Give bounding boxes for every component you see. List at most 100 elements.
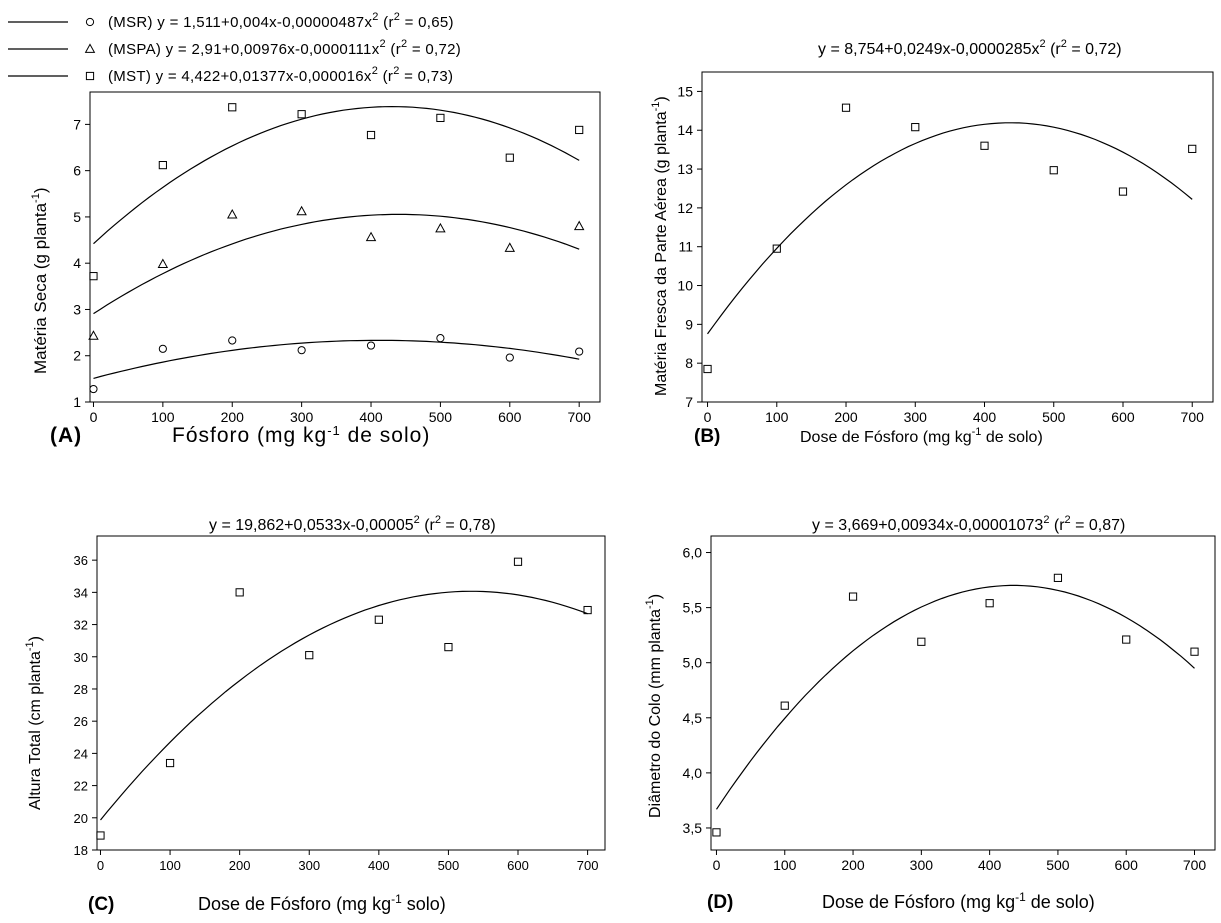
legend-r: (r: [378, 68, 393, 85]
x-tick-label: 600: [507, 858, 529, 873]
series-msr: [89, 334, 584, 394]
legend-marker: [84, 43, 96, 53]
x-tick-label: 700: [1183, 857, 1207, 873]
legend-equation: y = 1,511+0,004x-0,00000487x: [157, 14, 372, 31]
fit-curve: [707, 122, 1193, 335]
regression-equation-r-sq: 2: [435, 514, 441, 526]
legend-sq: 2: [380, 38, 386, 50]
plot-frame: [701, 71, 1214, 403]
regression-equation-r: (r: [1049, 517, 1065, 534]
panel-c: 0 100 200 300 400 500 600 700182022242628303234…: [24, 514, 606, 915]
x-tick-label: 300: [290, 409, 314, 425]
data-point: [911, 123, 920, 132]
x-tick-label: 0: [97, 858, 104, 873]
x-axis-title-main: Fósforo (mg kg: [172, 424, 327, 447]
y-tick-label: 5: [73, 209, 81, 225]
data-point: [703, 364, 712, 374]
y-tick-label: 7: [685, 394, 693, 410]
legend-r-sq: 2: [394, 11, 400, 23]
y-axis-title-main: Matéria Fresca da Parte Aérea (g planta: [653, 111, 670, 396]
legend-name: (MST): [108, 68, 151, 85]
y-axis-title-tail: ): [31, 188, 50, 194]
regression-equation: y = 19,862+0,0533x-0,000052 (r2 = 0,78): [209, 514, 496, 534]
panel-d: 0 100 200 300 400 500 600 700 3,5 4,0 4,5 5,0 5,5 6,0…: [644, 514, 1216, 913]
series-mst: [89, 103, 584, 281]
y-axis-title: Matéria Seca (g planta-1): [30, 188, 50, 375]
y-tick-label: 4,0: [683, 765, 703, 781]
x-tick-label: 100: [151, 409, 175, 425]
y-tick-label: 10: [677, 278, 693, 294]
data-point: [228, 103, 237, 112]
x-axis-title-sup: -1: [1015, 890, 1026, 904]
data-point: [780, 701, 789, 710]
y-tick-label: 30: [74, 650, 88, 665]
y-axis-title-sup: -1: [650, 102, 662, 112]
x-tick-label: 700: [568, 409, 592, 425]
panel-label: (C): [88, 894, 114, 915]
x-tick-label: 300: [904, 409, 928, 425]
data-point: [297, 110, 306, 119]
data-point: [365, 231, 377, 242]
y-tick-label: 3,5: [683, 820, 703, 836]
data-point: [435, 222, 446, 233]
x-axis-title-main: Dose de Fósforo (mg kg: [800, 429, 972, 446]
data-point: [1049, 166, 1058, 175]
regression-equation-close: = 0,72): [1067, 41, 1122, 58]
regression-equation-r-sq: 2: [1061, 38, 1067, 50]
legend-entry: (MSPA) y = 2,91+0,00976x-0,0000111x2 (r2…: [108, 38, 461, 58]
data-point: [505, 153, 514, 162]
y-axis-title-tail: ): [653, 96, 670, 101]
regression-equation: y = 8,754+0,0249x-0,0000285x2 (r2 = 0,72…: [818, 38, 1122, 58]
x-tick-label: 700: [1181, 409, 1205, 425]
regression-equation-sq: 2: [414, 514, 420, 526]
fit-curve: [716, 584, 1195, 810]
legend-name: (MSPA): [108, 41, 161, 58]
x-tick-label: 400: [973, 409, 997, 425]
x-tick-label: 0: [713, 857, 721, 873]
regression-equation-r: (r: [420, 517, 436, 534]
data-point: [157, 258, 169, 269]
y-axis-title: Matéria Fresca da Parte Aérea (g planta-…: [650, 96, 670, 396]
regression-equation-sq: 2: [1040, 38, 1046, 50]
legend-sq: 2: [372, 65, 378, 77]
regression-equation-r-sq: 2: [1065, 514, 1071, 526]
y-axis-title-sup: -1: [24, 641, 36, 651]
legend-r-value: = 0,73): [400, 68, 454, 85]
plot-frame: [89, 91, 601, 403]
data-point: [848, 592, 858, 601]
x-tick-label: 500: [1046, 857, 1070, 873]
regression-equation: y = 3,669+0,00934x-0,000010732 (r2 = 0,8…: [812, 514, 1125, 534]
y-tick-label: 11: [678, 239, 693, 255]
legend-r-sq: 2: [401, 38, 407, 50]
y-tick-label: 8: [685, 355, 693, 371]
y-axis-title-main: Matéria Seca (g planta: [31, 202, 50, 374]
panel-a: 0 100 200 300 400 500 600 700 1 2 3 4 5 6 7 (MSR) y = 1…: [8, 11, 601, 447]
y-tick-label: 24: [74, 746, 88, 761]
data-point: [575, 347, 584, 356]
x-axis-title: Dose de Fósforo (mg kg-1 solo): [198, 892, 446, 914]
y-tick-label: 5,0: [683, 655, 703, 671]
data-point: [1188, 144, 1197, 153]
legend-name: (MSR): [108, 14, 153, 31]
y-tick-label: 28: [74, 682, 88, 697]
data-point: [305, 651, 314, 660]
x-tick-label: 200: [834, 409, 858, 425]
data-point: [366, 341, 376, 350]
x-axis-title-sup: -1: [972, 426, 982, 438]
legend-equation: y = 2,91+0,00976x-0,0000111x: [166, 41, 380, 58]
y-tick-label: 36: [74, 553, 88, 568]
y-tick-label: 12: [677, 200, 693, 216]
y-tick-label: 32: [74, 618, 88, 633]
y-axis-title-main: Diâmetro do Colo (mm planta: [647, 609, 664, 818]
legend-sq: 2: [372, 11, 378, 23]
panel-label: (A): [50, 424, 82, 447]
x-axis-title-tail: solo): [402, 894, 446, 914]
data-point: [1053, 573, 1063, 582]
x-tick-label: 300: [910, 857, 934, 873]
legend-r-value: = 0,65): [400, 14, 454, 31]
y-axis-title-sup: -1: [644, 599, 656, 609]
data-point: [1190, 647, 1199, 656]
x-tick-label: 0: [90, 409, 98, 425]
x-tick-label: 400: [978, 857, 1002, 873]
